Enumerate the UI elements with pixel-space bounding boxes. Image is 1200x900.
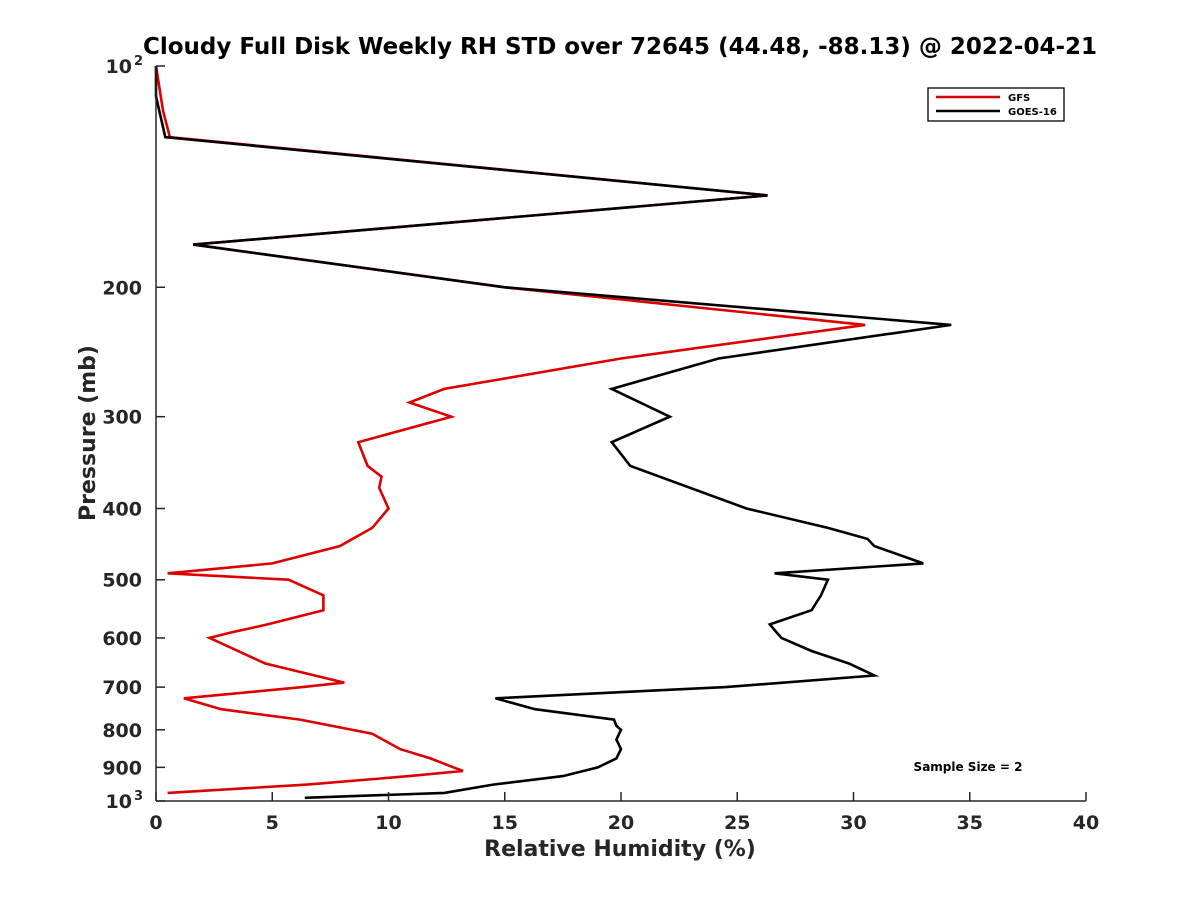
x-tick-label: 35 bbox=[957, 812, 983, 834]
y-tick-label: 300 bbox=[102, 407, 142, 429]
y-tick-exponent: 2 bbox=[134, 54, 143, 69]
x-axis-label: Relative Humidity (%) bbox=[484, 837, 756, 862]
y-tick-label: 400 bbox=[102, 499, 142, 521]
x-tick-label: 25 bbox=[724, 812, 750, 834]
y-tick-label: 900 bbox=[102, 757, 142, 779]
x-tick-label: 5 bbox=[266, 812, 279, 834]
series-layer bbox=[154, 65, 952, 800]
y-tick-label: 200 bbox=[102, 277, 142, 299]
x-tick-label: 0 bbox=[149, 812, 162, 834]
y-tick-label: 600 bbox=[102, 628, 142, 650]
y-tick-label: 10 bbox=[106, 56, 132, 78]
x-tick-label: 15 bbox=[492, 812, 518, 834]
sample-size-annotation: Sample Size = 2 bbox=[914, 760, 1023, 774]
legend-label: GOES-16 bbox=[1008, 107, 1057, 118]
y-tick-label: 10 bbox=[106, 791, 132, 813]
y-axis-label: Pressure (mb) bbox=[76, 345, 101, 521]
y-tick-exponent: 3 bbox=[134, 789, 143, 804]
series-line-gfs bbox=[154, 65, 866, 795]
y-tick-label: 500 bbox=[102, 570, 142, 592]
chart-title: Cloudy Full Disk Weekly RH STD over 7264… bbox=[143, 34, 1097, 60]
legend-label: GFS bbox=[1008, 93, 1030, 104]
x-tick-label: 40 bbox=[1073, 812, 1099, 834]
x-tick-label: 20 bbox=[608, 812, 634, 834]
x-tick-label: 30 bbox=[840, 812, 866, 834]
y-tick-label: 700 bbox=[102, 677, 142, 699]
series-line-goes-16 bbox=[154, 66, 952, 800]
x-tick-label: 10 bbox=[375, 812, 401, 834]
legend: GFS GOES-16 bbox=[927, 87, 1065, 122]
y-tick-label: 800 bbox=[102, 720, 142, 742]
legend-box bbox=[927, 87, 1065, 122]
